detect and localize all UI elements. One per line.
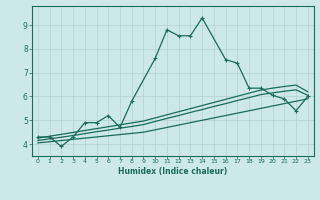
X-axis label: Humidex (Indice chaleur): Humidex (Indice chaleur) — [118, 167, 228, 176]
